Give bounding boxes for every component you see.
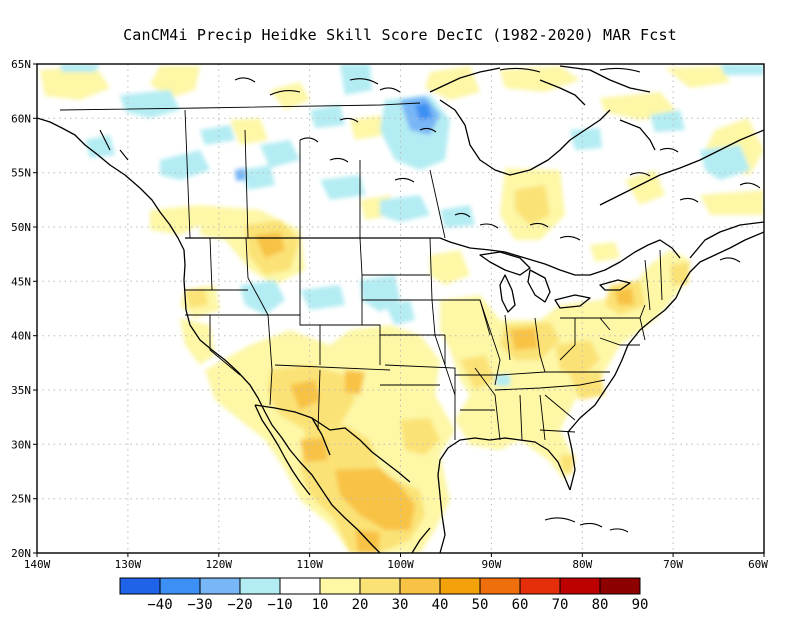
- lon-label: 60W: [748, 558, 768, 571]
- longitude-labels: 140W 130W 120W 110W 100W 90W 80W 70W 60W: [24, 558, 769, 571]
- lon-label: 120W: [206, 558, 233, 571]
- colorbar-label: 90: [632, 597, 649, 613]
- latitude-labels: 65N 60N 55N 50N 45N 40N 35N 30N 25N 20N: [11, 58, 31, 560]
- axis-ticks: [33, 63, 765, 557]
- colorbar-box: [159, 577, 201, 595]
- lakes-and-islands: [99, 67, 761, 533]
- lat-label: 60N: [11, 112, 31, 125]
- colorbar-label: 10: [312, 597, 329, 613]
- lon-label: 110W: [296, 558, 323, 571]
- map-title: CanCM4i Precip Heidke Skill Score DecIC …: [123, 26, 677, 44]
- colorbar-box: [399, 577, 441, 595]
- lon-label: 90W: [481, 558, 501, 571]
- colorbar-box: [439, 577, 481, 595]
- colorbar-box: [519, 577, 561, 595]
- lat-label: 45N: [11, 275, 31, 288]
- colorbar-label: −30: [187, 597, 212, 613]
- lon-label: 130W: [115, 558, 142, 571]
- lat-label: 50N: [11, 221, 31, 234]
- colorbar-label: 30: [392, 597, 409, 613]
- colorbar-label: 60: [512, 597, 529, 613]
- colorbar-label: 50: [472, 597, 489, 613]
- state-boundaries: [59, 102, 663, 441]
- colorbar-label: 40: [432, 597, 449, 613]
- grid-lines: [37, 64, 764, 553]
- colorbar: −40 −30 −20 −10 10 20 30 40 50 60 70 80 90: [119, 577, 649, 613]
- lat-label: 20N: [11, 547, 31, 560]
- colorbar-label: −40: [147, 597, 172, 613]
- colorbar-box: [239, 577, 281, 595]
- colorbar-label: 20: [352, 597, 369, 613]
- colorbar-box: [119, 577, 161, 595]
- colorbar-label: −20: [227, 597, 252, 613]
- lon-label: 80W: [572, 558, 592, 571]
- colorbar-box: [599, 577, 641, 595]
- colorbar-box: [279, 577, 321, 595]
- lat-label: 35N: [11, 384, 31, 397]
- lat-label: 25N: [11, 493, 31, 506]
- skill-shading: [40, 64, 764, 553]
- coastlines-and-borders: [37, 65, 764, 553]
- colorbar-box: [559, 577, 601, 595]
- lat-label: 30N: [11, 438, 31, 451]
- colorbar-label: −10: [267, 597, 292, 613]
- colorbar-box: [199, 577, 241, 595]
- lon-label: 140W: [24, 558, 51, 571]
- colorbar-label: 80: [592, 597, 609, 613]
- lat-label: 40N: [11, 330, 31, 343]
- lat-label: 55N: [11, 167, 31, 180]
- lon-label: 70W: [663, 558, 683, 571]
- lon-label: 100W: [387, 558, 414, 571]
- colorbar-label: 70: [552, 597, 569, 613]
- colorbar-box: [359, 577, 401, 595]
- colorbar-box: [319, 577, 361, 595]
- lat-label: 65N: [11, 58, 31, 71]
- colorbar-box: [479, 577, 521, 595]
